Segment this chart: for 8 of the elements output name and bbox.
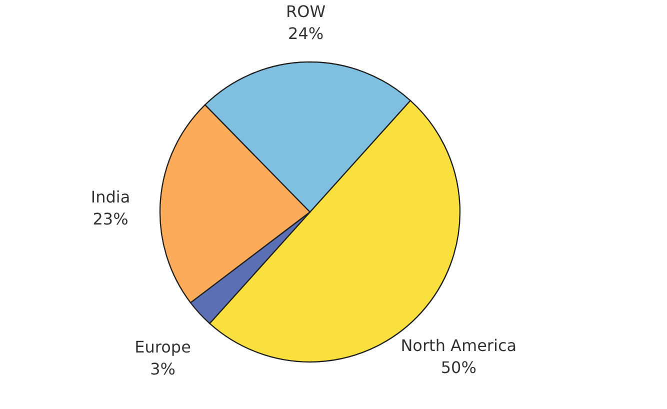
data-label: 3% (150, 359, 176, 378)
data-label: 24% (288, 24, 324, 44)
data-label: 23% (92, 209, 128, 228)
data-label: 50% (440, 358, 476, 377)
slice-label: North America (400, 336, 517, 355)
slice-label: India (90, 187, 130, 206)
slice-label: Europe (134, 337, 191, 356)
slice-label: ROW (286, 2, 326, 22)
